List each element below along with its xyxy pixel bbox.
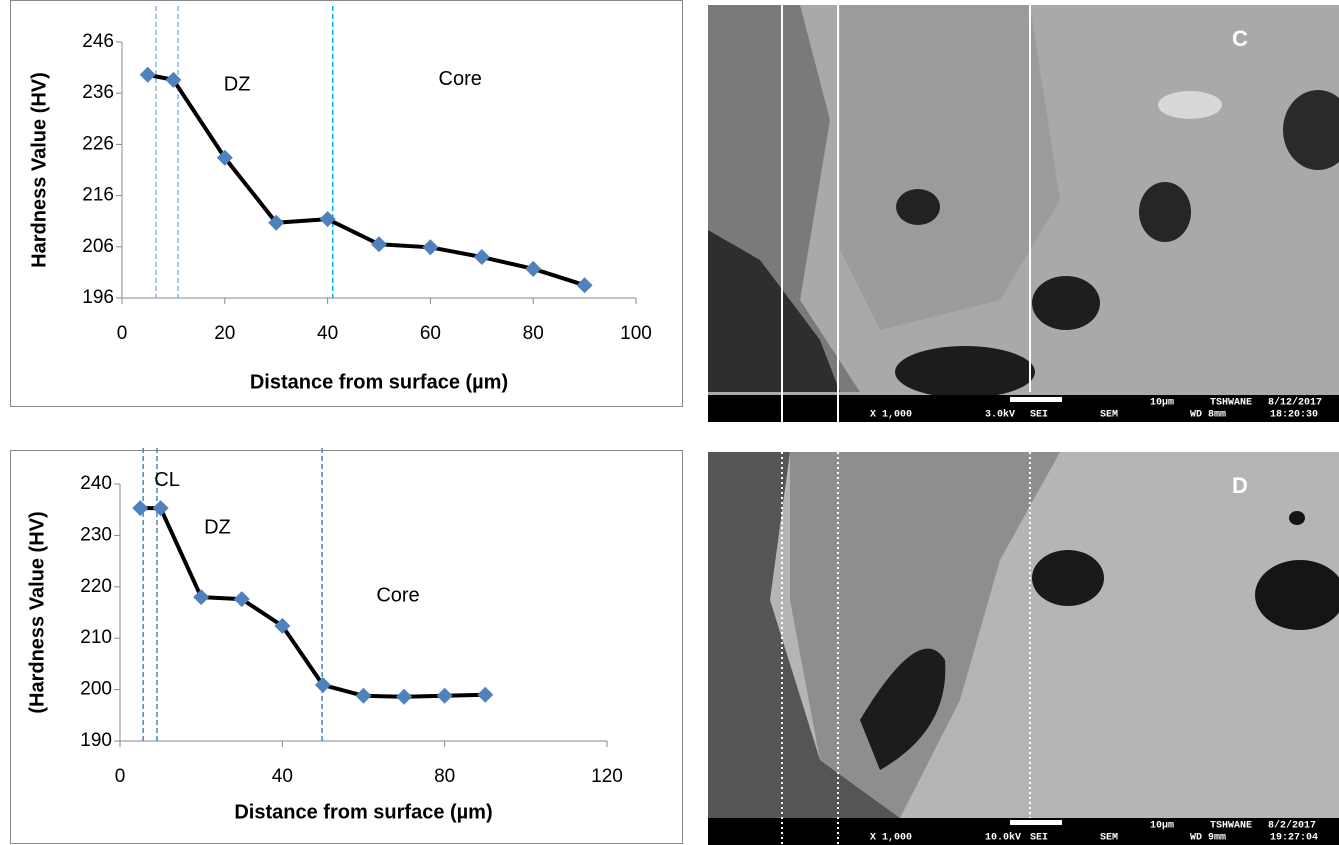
info-text: 10.0kV — [985, 832, 1021, 844]
info-text: 19:27:04 — [1270, 833, 1318, 844]
data-point — [165, 71, 182, 88]
data-line — [140, 506, 486, 699]
chart-frame — [10, 450, 683, 844]
annotation: CL — [154, 469, 180, 491]
micrograph-d — [708, 452, 1339, 845]
data-point — [436, 687, 453, 704]
y-tick-label: 230 — [80, 524, 112, 545]
y-tick-label: 190 — [80, 730, 112, 751]
x-tick-label: 0 — [117, 323, 128, 344]
data-point — [233, 591, 250, 608]
y-tick-label: 200 — [80, 679, 112, 700]
x-tick-label: 80 — [523, 323, 544, 344]
data-point — [319, 211, 336, 228]
data-line — [147, 72, 586, 288]
data-point — [193, 589, 210, 606]
y-tick-label: 210 — [80, 627, 112, 648]
data-point — [268, 214, 285, 231]
x-tick-label: 100 — [620, 323, 652, 344]
x-tick-label: 20 — [214, 323, 235, 344]
info-text: 3.0kV — [985, 409, 1015, 421]
data-point — [152, 500, 169, 517]
x-tick-label: 80 — [434, 766, 455, 787]
x-axis-title: Distance from surface (µm) — [250, 371, 508, 393]
annotation: DZ — [204, 516, 231, 538]
y-tick-label: 216 — [82, 185, 114, 206]
y-axis-title: Hardness Value (HV) — [28, 72, 50, 268]
data-point — [314, 676, 331, 693]
annotation: DZ — [224, 73, 251, 95]
data-point — [132, 500, 149, 517]
data-point — [274, 617, 291, 634]
info-text: 18:20:30 — [1270, 410, 1318, 421]
info-text: X 1,000 — [870, 410, 912, 421]
micrograph-c — [708, 5, 1339, 422]
info-text: 10µm — [1150, 398, 1174, 409]
info-text: 8/12/2017 — [1268, 397, 1322, 409]
info-text: SEM — [1100, 833, 1118, 844]
y-tick-label: 196 — [82, 287, 114, 308]
x-tick-label: 0 — [115, 766, 126, 787]
data-point — [139, 66, 156, 83]
data-point — [477, 686, 494, 703]
info-text: WD 8mm — [1190, 410, 1226, 421]
data-point — [525, 260, 542, 277]
data-point — [355, 687, 372, 704]
data-point — [422, 239, 439, 256]
data-point — [473, 249, 490, 266]
y-tick-label: 206 — [82, 236, 114, 257]
y-tick-label: 236 — [82, 82, 114, 103]
data-point — [576, 277, 593, 294]
panel-label: D — [1232, 473, 1248, 498]
info-text: TSHWANE — [1210, 821, 1252, 832]
x-tick-label: 40 — [272, 766, 293, 787]
data-point — [396, 688, 413, 705]
panel-label: C — [1232, 26, 1248, 51]
data-point — [371, 236, 387, 253]
info-text: SEM — [1100, 410, 1118, 421]
info-text: SEI — [1030, 833, 1048, 844]
x-tick-label: 40 — [317, 323, 338, 344]
info-text: 10µm — [1150, 821, 1174, 832]
data-point — [216, 149, 233, 166]
info-text: WD 9mm — [1190, 833, 1226, 844]
annotation: Core — [439, 68, 482, 90]
y-axis-title: (Hardness Value (HV) — [26, 511, 48, 713]
y-tick-label: 240 — [80, 473, 112, 494]
annotation: Core — [376, 584, 419, 606]
y-tick-label: 226 — [82, 133, 114, 154]
info-text: SEI — [1030, 410, 1048, 421]
y-tick-label: 220 — [80, 576, 112, 597]
x-tick-label: 120 — [591, 766, 623, 787]
x-tick-label: 60 — [420, 323, 441, 344]
x-axis-title: Distance from surface (µm) — [234, 801, 492, 823]
info-text: X 1,000 — [870, 833, 912, 844]
y-tick-label: 246 — [82, 31, 114, 52]
info-text: TSHWANE — [1210, 398, 1252, 409]
info-text: 8/2/2017 — [1268, 820, 1316, 832]
